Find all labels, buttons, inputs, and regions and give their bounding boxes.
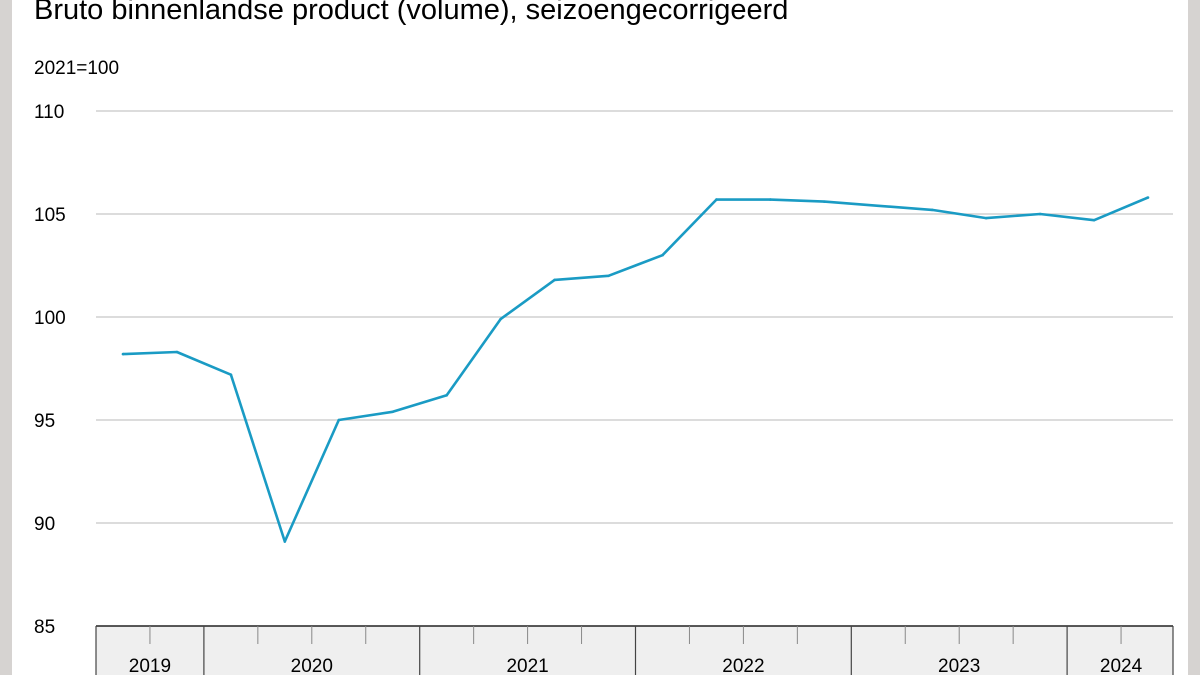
data-point — [391, 410, 395, 414]
data-point — [661, 253, 664, 257]
y-tick-label: 105 — [34, 205, 66, 226]
x-tick-label: 2020 — [291, 656, 333, 675]
x-tick-label: 2022 — [722, 656, 764, 675]
chart-subtitle: 2021=100 — [34, 58, 120, 79]
data-point — [337, 418, 341, 422]
data-point — [175, 350, 179, 354]
x-axis-band — [96, 626, 1173, 675]
data-point — [283, 540, 287, 543]
data-point — [1092, 218, 1096, 222]
y-tick-label: 110 — [34, 102, 64, 123]
y-tick-label: 90 — [34, 514, 55, 535]
x-tick-label: 2024 — [1100, 656, 1143, 675]
data-point — [930, 208, 934, 212]
data-point — [553, 278, 556, 282]
data-point — [607, 274, 610, 278]
x-tick-label: 2019 — [129, 656, 171, 675]
chart-title: Bruto binnenlandse product (volume), sei… — [34, 0, 789, 26]
data-point — [984, 216, 988, 220]
data-point — [1146, 196, 1150, 199]
y-tick-label: 85 — [34, 617, 55, 638]
series-line — [122, 196, 1149, 543]
data-point — [823, 200, 826, 203]
data-point — [1038, 212, 1042, 216]
chart-panel: Bruto binnenlandse product (volume), sei… — [12, 0, 1188, 675]
data-point — [445, 393, 448, 397]
x-tick-label: 2021 — [506, 656, 548, 675]
y-tick-label: 95 — [34, 411, 55, 432]
data-point — [121, 352, 125, 356]
data-point — [499, 317, 502, 321]
data-point — [876, 204, 880, 208]
data-point — [715, 198, 718, 201]
y-tick-label: 100 — [34, 308, 66, 329]
data-point — [229, 373, 233, 376]
data-point — [769, 198, 772, 201]
x-tick-label: 2023 — [938, 656, 980, 675]
